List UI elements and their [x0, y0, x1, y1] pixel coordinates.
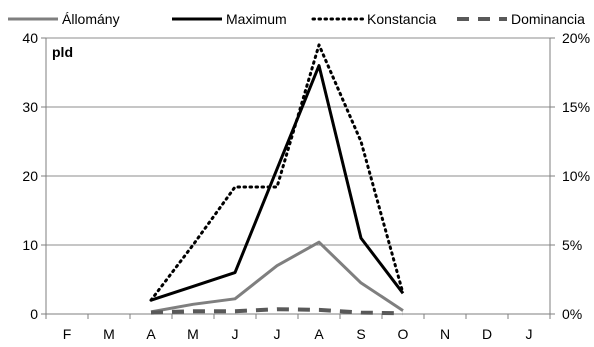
left-tick-label: 10 [22, 237, 38, 253]
left-tick-label: 20 [22, 168, 38, 184]
x-tick-label: J [232, 326, 239, 342]
x-tick-label: N [440, 326, 450, 342]
unit-label: pld [52, 44, 73, 60]
legend-label: Állomány [62, 11, 120, 27]
x-tick-label: F [63, 326, 72, 342]
x-tick-label: S [356, 326, 365, 342]
legend-item: Maximum [172, 11, 287, 27]
x-tick-label: J [526, 326, 533, 342]
legend-item: Dominancia [457, 11, 585, 27]
legend-item: Állomány [8, 11, 120, 27]
x-tick-label: D [482, 326, 492, 342]
gridlines [46, 37, 550, 246]
series-line-dominancia [150, 307, 404, 316]
x-tick-label: J [274, 326, 281, 342]
x-tick-label: A [146, 326, 156, 342]
left-tick-label: 0 [30, 306, 38, 322]
legend-label: Dominancia [511, 11, 585, 27]
legend: Állomány Maximum Konstancia Dominancia [8, 11, 585, 27]
series-line-maximum [150, 64, 405, 302]
left-axis-ticks: 0 10 20 30 40 [22, 30, 46, 322]
right-tick-label: 5% [562, 237, 582, 253]
right-tick-label: 10% [562, 168, 590, 184]
x-tick-label: M [103, 326, 115, 342]
right-tick-label: 15% [562, 99, 590, 115]
right-tick-label: 0% [562, 306, 582, 322]
x-tick-label: A [314, 326, 324, 342]
legend-item: Konstancia [311, 11, 436, 27]
left-tick-label: 30 [22, 99, 38, 115]
series-line-konstancia [149, 43, 405, 302]
legend-label: Konstancia [367, 11, 436, 27]
left-tick-label: 40 [22, 30, 38, 46]
x-tick-label: O [398, 326, 409, 342]
x-tick-label: M [187, 326, 199, 342]
legend-label: Maximum [226, 11, 287, 27]
series-line--llom-ny [150, 240, 404, 314]
series-lines [149, 43, 405, 316]
right-tick-label: 20% [562, 30, 590, 46]
right-axis-ticks: 0% 5% 10% 15% 20% [550, 30, 590, 322]
